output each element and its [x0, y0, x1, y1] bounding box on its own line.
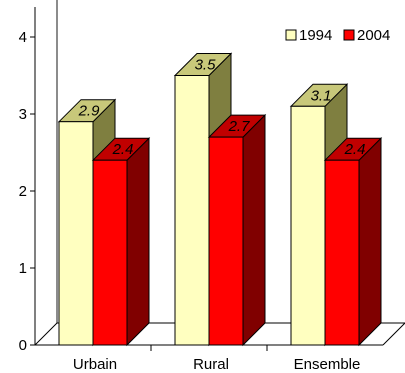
data-label: 2.4: [344, 141, 366, 158]
y-tick-depth: [35, 169, 57, 191]
data-label: 3.5: [195, 57, 217, 74]
bar-front-face: [174, 75, 210, 346]
bar-front-face: [324, 159, 360, 346]
data-label: 2.9: [78, 103, 101, 120]
bar-side-face: [358, 136, 382, 347]
bar-2004-rural: [207, 113, 267, 347]
y-tick-depth: [35, 15, 57, 37]
bar-front-face: [290, 105, 326, 346]
data-label: 2.4: [112, 141, 134, 158]
back-wall-edge: [56, 0, 58, 323]
bar-2004-ensemble: [323, 136, 383, 347]
legend-swatch-2004: [343, 29, 355, 41]
legend: 1994 2004: [285, 27, 390, 44]
bar-2004-urbain: [91, 136, 151, 347]
y-axis-ticks: 0 1 2 3 4: [19, 15, 57, 354]
y-tick-label: 4: [19, 29, 27, 46]
x-axis-categories: Urbain Rural Ensemble: [73, 356, 360, 373]
y-tick-label: 3: [19, 106, 27, 123]
y-tick-depth: [35, 246, 57, 268]
legend-swatch-1994: [285, 29, 297, 41]
bar-front-face: [208, 136, 244, 346]
y-tick-depth: [35, 92, 57, 114]
bar-side-face: [126, 136, 150, 347]
bar-1994-rural: [173, 52, 233, 347]
data-label: 2.7: [228, 118, 251, 135]
chart-bars: [57, 52, 383, 347]
legend-label-2004: 2004: [357, 27, 390, 44]
legend-label-1994: 1994: [299, 27, 332, 44]
y-tick-depth: [35, 323, 57, 345]
bar-side-face: [242, 113, 266, 347]
y-tick-label: 0: [19, 337, 27, 354]
y-tick-label: 2: [19, 183, 27, 200]
category-label: Ensemble: [294, 356, 361, 373]
floor-left-edge: [34, 322, 58, 346]
bar-front-face: [92, 159, 128, 346]
data-labels: 2.9 2.4 3.5 2.7 3.1 2.4: [78, 57, 366, 159]
data-label: 3.1: [311, 87, 332, 104]
y-tick-label: 1: [19, 260, 27, 277]
floor-right-edge: [382, 322, 405, 346]
bar-front-face: [58, 121, 94, 346]
category-label: Rural: [193, 356, 229, 373]
category-label: Urbain: [73, 356, 117, 373]
